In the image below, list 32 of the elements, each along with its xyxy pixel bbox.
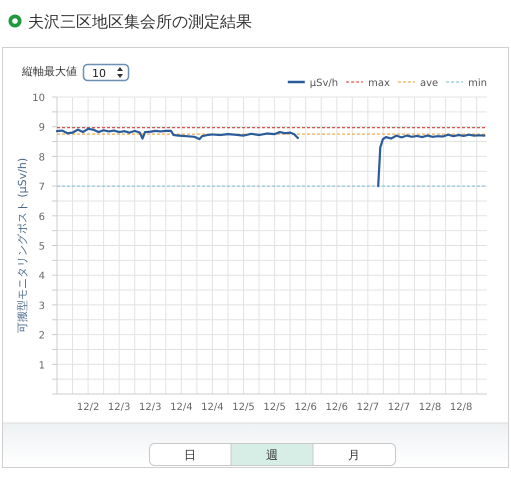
x-tick-label: 12/7	[356, 402, 380, 413]
x-tick-label: 12/7	[388, 402, 410, 413]
x-tick-label: 12/5	[232, 402, 255, 413]
legend-label: μSv/h	[310, 78, 338, 89]
x-tick-label: 12/5	[263, 402, 286, 413]
x-tick-label: 12/4	[170, 402, 193, 413]
x-tick-label: 12/8	[450, 402, 472, 413]
y-tick-label: 7	[38, 182, 45, 194]
y-tick-label: 1	[38, 360, 45, 372]
y-tick-label: 5	[38, 242, 45, 252]
y-tick-label: 9	[38, 122, 45, 134]
chart-title: 夫沢三区地区集会所の測定結果	[28, 12, 252, 31]
select-box: 10	[82, 64, 130, 82]
legend-label: max	[368, 78, 390, 89]
text: 縦軸最大値	[21, 65, 77, 78]
y-axis-title: 可搬型モニタリングポスト (μSv/h)	[16, 158, 29, 334]
x-tick-label: 12/3	[139, 402, 162, 413]
x-tick-label: 12/6	[326, 402, 348, 413]
legend-label: min	[468, 78, 487, 89]
legend-label: ave	[420, 78, 438, 89]
x-tick-label: 12/6	[294, 402, 317, 413]
y-tick-label: 3	[38, 300, 45, 312]
x-tick-label: 12/8	[418, 402, 442, 413]
x-tick-label: 12/2	[76, 402, 100, 413]
y-tick-label: 2	[38, 330, 45, 342]
y-tick-label: 10	[32, 93, 45, 104]
y-tick-label: 8	[38, 152, 45, 164]
x-tick-label: 12/3	[108, 402, 130, 413]
period-buttons: 日 週 月	[149, 442, 396, 466]
y-tick-label: 4	[38, 271, 45, 282]
x-tick-label: 12/4	[201, 402, 224, 413]
y-tick-label: 6	[38, 212, 45, 223]
